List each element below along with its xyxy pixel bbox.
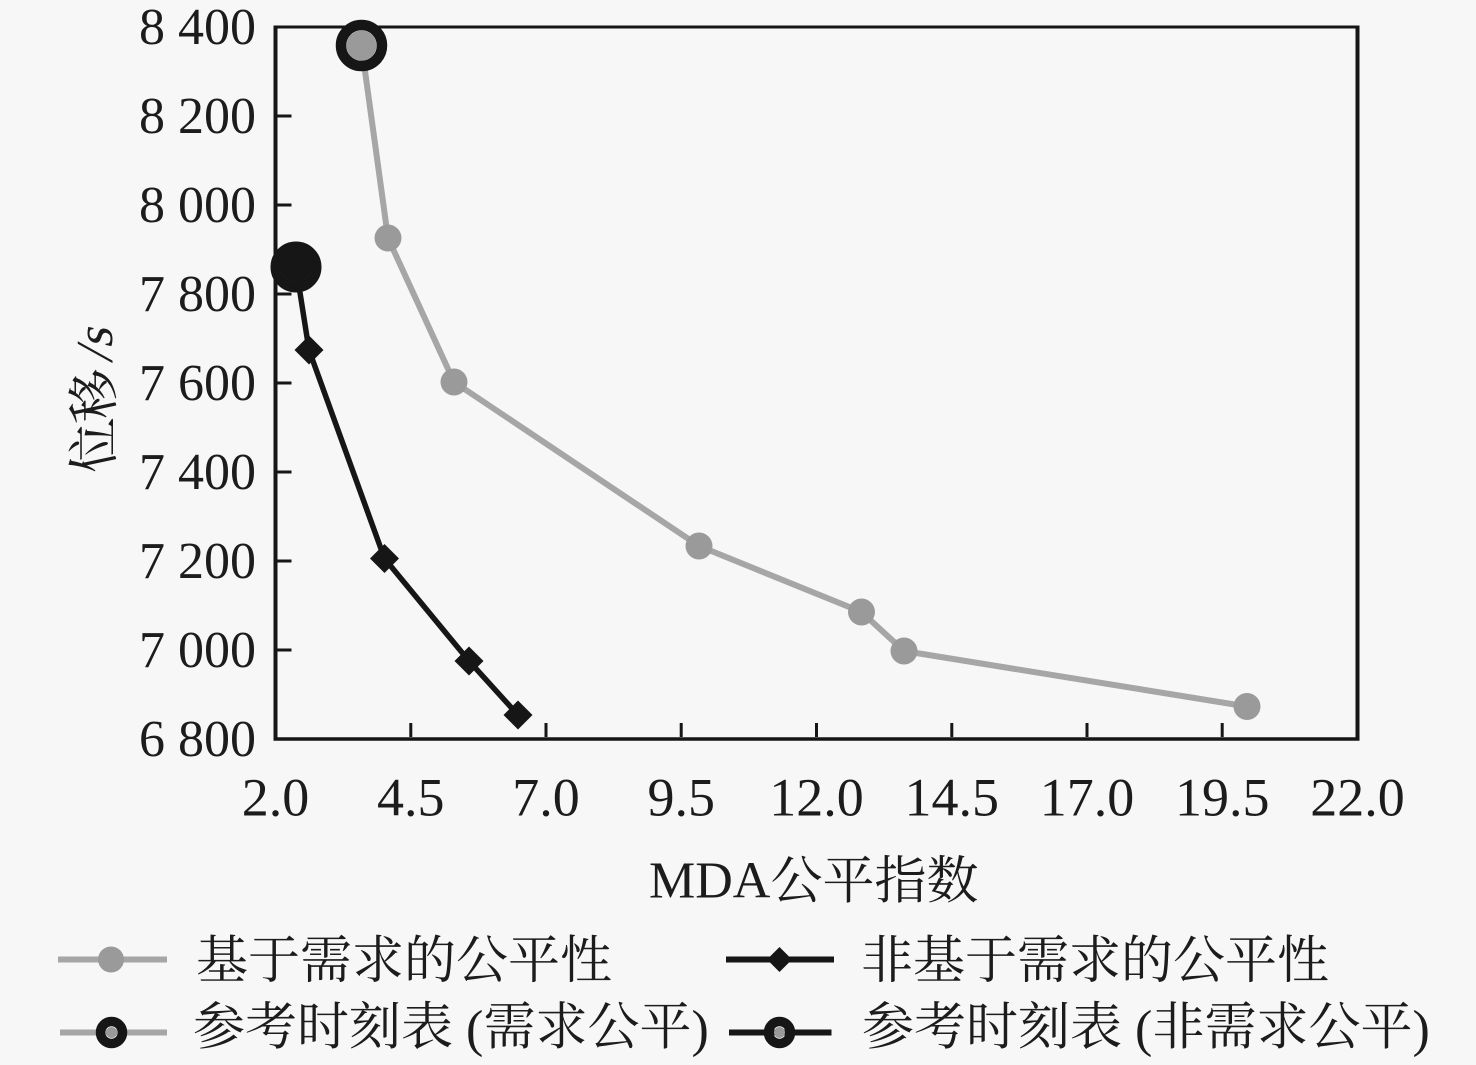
svg-text:4.5: 4.5 bbox=[377, 768, 445, 828]
svg-text:): ) bbox=[1413, 1001, 1430, 1058]
svg-text:): ) bbox=[692, 1001, 709, 1058]
svg-text:14.5: 14.5 bbox=[905, 768, 1000, 828]
svg-text:8 400: 8 400 bbox=[139, 0, 256, 56]
svg-text:(: ( bbox=[453, 1001, 483, 1058]
svg-text:7 200: 7 200 bbox=[139, 533, 256, 590]
svg-text:7 400: 7 400 bbox=[139, 444, 256, 501]
svg-text:7 600: 7 600 bbox=[139, 355, 256, 412]
svg-text:7 800: 7 800 bbox=[139, 266, 256, 323]
svg-text:8 000: 8 000 bbox=[139, 177, 256, 234]
svg-text:(: ( bbox=[1122, 1001, 1152, 1058]
svg-text:7.0: 7.0 bbox=[512, 768, 580, 828]
svg-text:9.5: 9.5 bbox=[647, 768, 715, 828]
svg-text:8 200: 8 200 bbox=[139, 88, 256, 145]
svg-text:6 800: 6 800 bbox=[139, 711, 256, 768]
svg-text:MDA: MDA bbox=[649, 853, 771, 910]
svg-text:2.0: 2.0 bbox=[242, 768, 310, 828]
svg-text:7 000: 7 000 bbox=[139, 622, 256, 679]
svg-text:19.5: 19.5 bbox=[1175, 768, 1270, 828]
svg-text:22.0: 22.0 bbox=[1310, 768, 1405, 828]
svg-text:17.0: 17.0 bbox=[1040, 768, 1135, 828]
svg-text:12.0: 12.0 bbox=[769, 768, 864, 828]
